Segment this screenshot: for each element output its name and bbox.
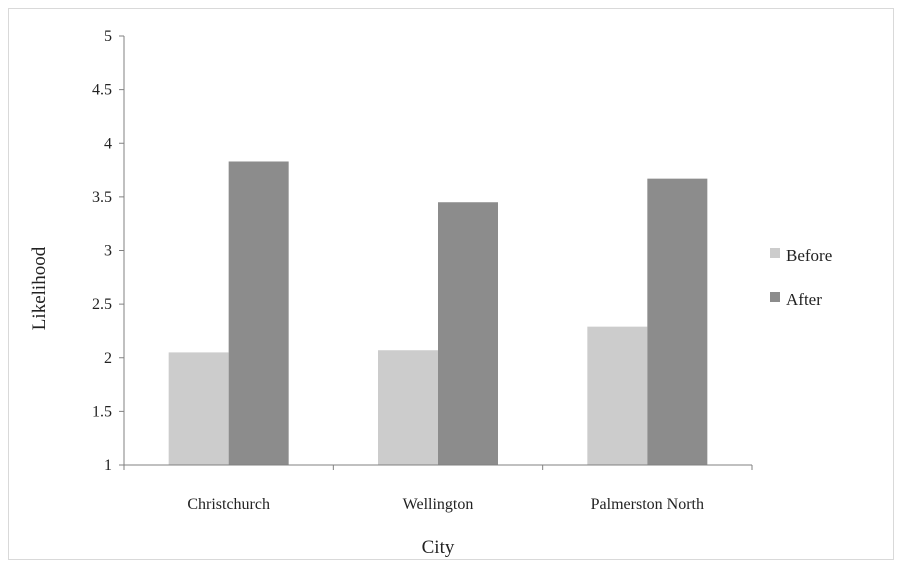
y-axis-ticks: 1 1.5 2 2.5 3 3.5 4 4.5 5 xyxy=(92,28,124,474)
y-tick-label: 1.5 xyxy=(92,403,112,420)
chart-frame xyxy=(8,8,894,560)
y-tick-label: 2.5 xyxy=(92,296,112,313)
y-tick-label: 4.5 xyxy=(92,82,112,99)
legend-swatch-after xyxy=(770,292,780,302)
x-axis-title: City xyxy=(422,537,455,558)
x-tick-label: Wellington xyxy=(403,496,474,513)
x-tick-label: Christchurch xyxy=(187,496,270,513)
y-tick-label: 3.5 xyxy=(92,189,112,206)
bar-before-christchurch xyxy=(168,352,229,465)
legend-label-before: Before xyxy=(786,246,832,265)
bar-after-palmerston-north xyxy=(647,178,708,465)
y-tick-label: 3 xyxy=(104,243,112,260)
y-tick-label: 1 xyxy=(104,457,112,474)
bar-before-wellington xyxy=(378,350,438,465)
legend-swatch-before xyxy=(770,248,780,258)
bars xyxy=(168,161,708,466)
legend-label-after: After xyxy=(786,290,822,309)
y-tick-label: 5 xyxy=(104,28,112,45)
x-tick-label: Palmerston North xyxy=(591,496,704,513)
bar-after-christchurch xyxy=(228,161,289,466)
y-tick-label: 2 xyxy=(104,350,112,367)
bar-after-wellington xyxy=(438,202,498,466)
y-axis-title: Likelihood xyxy=(29,246,50,330)
y-tick-label: 4 xyxy=(104,135,112,152)
legend: Before After xyxy=(770,246,832,309)
bar-before-palmerston-north xyxy=(587,326,648,465)
x-axis-ticks: Christchurch Wellington Palmerston North xyxy=(123,465,753,513)
